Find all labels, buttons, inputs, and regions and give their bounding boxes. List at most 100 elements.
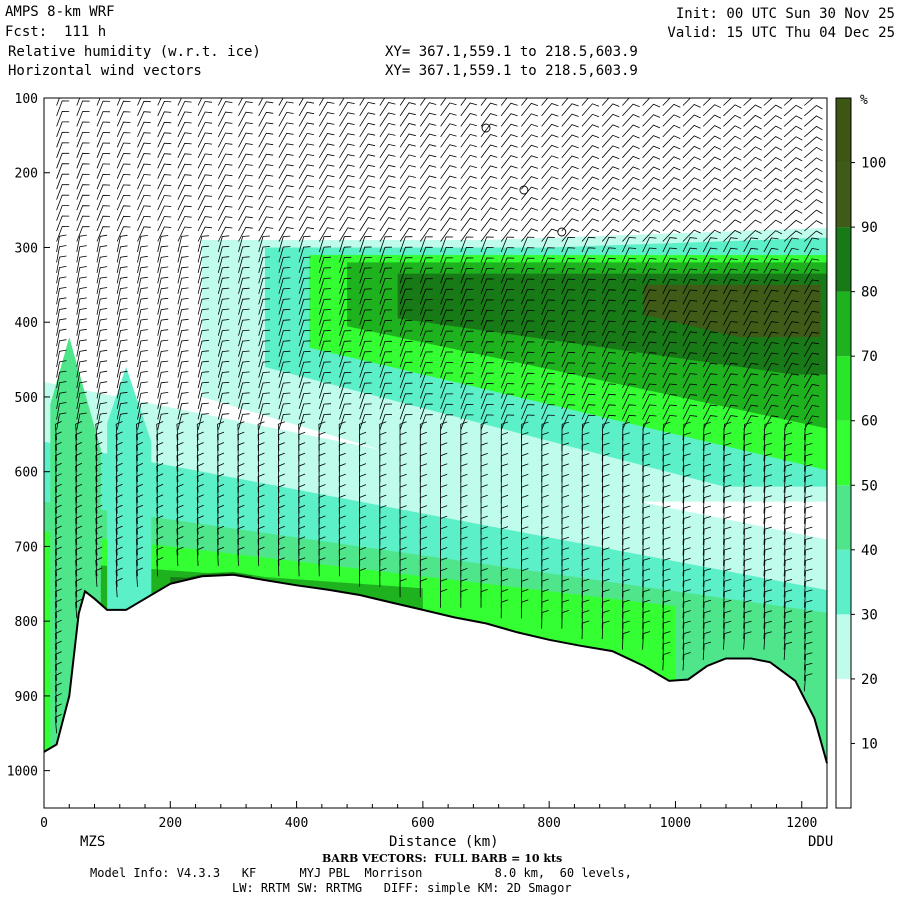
- wind-barb: [783, 579, 793, 598]
- wind-barb: [642, 177, 661, 190]
- wind-barb: [662, 331, 677, 347]
- wind-barb: [743, 394, 759, 410]
- wind-barb: [642, 156, 661, 169]
- wind-barb: [743, 104, 762, 117]
- wind-barb: [662, 383, 677, 399]
- wind-barb: [783, 104, 803, 117]
- wind-barb: [177, 205, 192, 221]
- wind-barb: [298, 227, 315, 242]
- wind-barb: [115, 504, 123, 525]
- wind-barb: [662, 299, 677, 315]
- wind-barb: [702, 415, 718, 430]
- wind-barb: [743, 415, 759, 430]
- wind-barb: [339, 403, 352, 420]
- wind-barb: [258, 392, 270, 410]
- wind-barb: [217, 174, 233, 190]
- wind-barb: [217, 226, 233, 242]
- wind-barb: [177, 184, 192, 200]
- wind-barb: [561, 351, 576, 368]
- wind-barb: [541, 330, 555, 347]
- wind-barb: [217, 184, 233, 200]
- wind-barb: [541, 247, 555, 263]
- wind-barb: [521, 341, 535, 357]
- wind-barb: [56, 142, 70, 158]
- wind-barb: [278, 195, 294, 211]
- wind-barb: [541, 383, 555, 399]
- wind-barb: [157, 402, 169, 420]
- wind-barb: [803, 404, 820, 420]
- wind-barb: [622, 589, 630, 608]
- wind-barb: [419, 217, 437, 232]
- wind-barb: [500, 288, 515, 305]
- wind-barb: [56, 287, 67, 305]
- wind-barb: [521, 155, 539, 169]
- wind-barb: [419, 403, 433, 420]
- wind-barb: [763, 188, 783, 200]
- wind-barb: [419, 123, 437, 138]
- wind-barb: [662, 599, 671, 619]
- wind-barb: [440, 330, 454, 347]
- wind-barb: [197, 266, 209, 284]
- wind-barb: [763, 631, 772, 650]
- wind-barb: [95, 442, 103, 462]
- wind-barb: [176, 515, 184, 535]
- wind-barb: [803, 558, 813, 577]
- wind-barb: [702, 310, 718, 326]
- wind-barb: [581, 341, 596, 357]
- wind-barb: [460, 165, 478, 179]
- wind-barb: [440, 102, 457, 117]
- wind-barb: [440, 351, 454, 368]
- wind-barb: [95, 494, 103, 514]
- wind-barb: [521, 383, 535, 399]
- wind-barb: [803, 363, 820, 378]
- wind-barb: [137, 184, 151, 200]
- wind-barb: [803, 610, 813, 629]
- wind-barb: [359, 227, 376, 242]
- wind-barb: [95, 483, 103, 504]
- wind-barb: [217, 235, 230, 253]
- wind-barb: [642, 187, 661, 200]
- wind-barb: [743, 547, 752, 566]
- wind-barb: [56, 412, 67, 430]
- wind-barb: [804, 209, 823, 221]
- wind-barb: [339, 227, 355, 242]
- wind-barb: [803, 547, 813, 566]
- wind-barb: [177, 153, 192, 169]
- wind-barb: [622, 166, 640, 179]
- wind-barb: [419, 185, 437, 200]
- wind-barb: [238, 226, 253, 242]
- wind-barb: [54, 536, 62, 556]
- wind-barb: [137, 226, 151, 242]
- wind-barb: [581, 228, 600, 242]
- wind-barb: [702, 526, 712, 545]
- wind-barb: [197, 205, 213, 221]
- wind-barb: [278, 340, 291, 357]
- wind-barb: [116, 402, 128, 420]
- wind-barb: [763, 422, 772, 441]
- wind-barb: [339, 413, 352, 430]
- wind-barb: [177, 266, 189, 284]
- wind-barb: [480, 278, 494, 294]
- wind-barb: [702, 568, 712, 587]
- wind-barb: [561, 197, 579, 211]
- wind-barb: [783, 589, 793, 608]
- wind-barb: [217, 431, 225, 451]
- wind-barb: [682, 362, 698, 378]
- wind-barb: [238, 153, 253, 169]
- wind-barb: [682, 258, 698, 274]
- wind-barb: [95, 504, 103, 525]
- wind-barb: [339, 195, 355, 211]
- wind-barb: [723, 237, 738, 253]
- wind-barb: [238, 216, 253, 232]
- wind-barb: [561, 218, 579, 232]
- wind-barb: [176, 463, 184, 483]
- wind-barb: [419, 320, 433, 336]
- wind-barb: [135, 494, 143, 514]
- wind-barb: [197, 256, 209, 273]
- wind-barb: [662, 484, 671, 504]
- wind-barb: [137, 235, 148, 253]
- wind-barb: [339, 267, 352, 284]
- wind-barb: [480, 113, 498, 127]
- wind-barb: [137, 215, 151, 232]
- wind-barb: [783, 237, 799, 253]
